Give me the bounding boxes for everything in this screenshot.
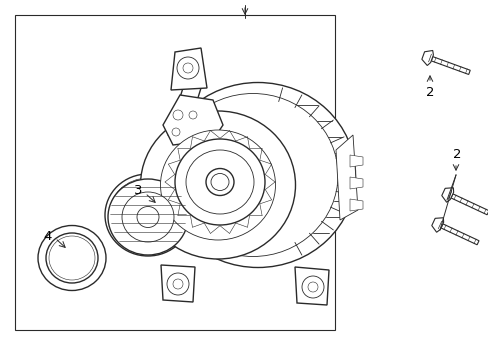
Polygon shape (294, 267, 328, 305)
Ellipse shape (168, 94, 337, 256)
Polygon shape (335, 135, 357, 220)
Text: 1: 1 (240, 0, 249, 3)
Circle shape (183, 63, 193, 73)
Ellipse shape (38, 225, 106, 291)
Polygon shape (349, 177, 362, 189)
Polygon shape (163, 95, 223, 145)
Ellipse shape (160, 130, 275, 240)
Ellipse shape (160, 82, 355, 267)
Polygon shape (431, 218, 443, 232)
Polygon shape (171, 48, 206, 90)
Ellipse shape (210, 174, 228, 190)
Ellipse shape (137, 207, 159, 228)
Ellipse shape (105, 174, 191, 256)
Bar (15, 15, 334, 330)
Ellipse shape (122, 192, 174, 242)
Circle shape (173, 279, 183, 289)
Ellipse shape (46, 233, 98, 283)
Circle shape (173, 110, 183, 120)
Circle shape (167, 273, 189, 295)
Text: 2: 2 (425, 86, 433, 99)
Polygon shape (349, 199, 362, 211)
Ellipse shape (185, 150, 253, 214)
Circle shape (172, 128, 180, 136)
Polygon shape (349, 155, 362, 167)
Ellipse shape (175, 139, 264, 225)
Circle shape (189, 111, 197, 119)
Text: 3: 3 (133, 184, 142, 198)
Polygon shape (430, 57, 469, 75)
Text: 4: 4 (43, 230, 52, 243)
Polygon shape (440, 224, 478, 245)
Polygon shape (161, 265, 195, 302)
Ellipse shape (108, 179, 187, 255)
Ellipse shape (205, 168, 234, 195)
Circle shape (302, 276, 324, 298)
Text: 2: 2 (452, 148, 460, 161)
Polygon shape (441, 188, 453, 202)
Polygon shape (421, 50, 432, 66)
Circle shape (177, 57, 199, 79)
Ellipse shape (140, 111, 295, 259)
Circle shape (307, 282, 317, 292)
Polygon shape (450, 194, 488, 215)
